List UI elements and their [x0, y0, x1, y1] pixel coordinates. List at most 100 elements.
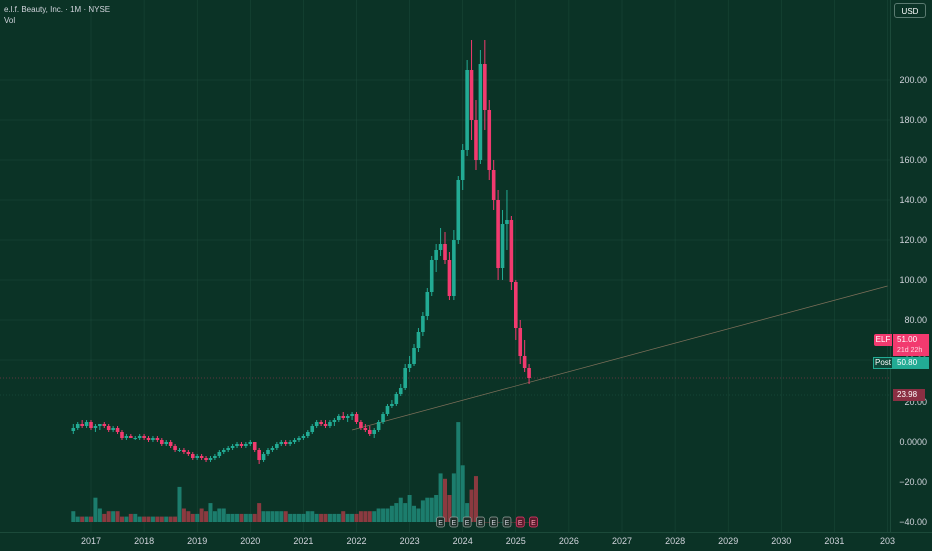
- volume-bar: [142, 516, 147, 522]
- candle-body: [168, 442, 173, 446]
- volume-bar: [336, 513, 341, 522]
- post-market-tag: Post: [873, 357, 893, 369]
- volume-bar: [332, 513, 337, 522]
- volume-bar: [159, 516, 164, 522]
- candle-body: [297, 438, 301, 440]
- time-tick-label: 2021: [293, 536, 314, 546]
- candle-body: [75, 424, 80, 428]
- volume-bar: [425, 497, 430, 522]
- candle-body: [160, 440, 164, 444]
- candle-body: [146, 438, 151, 440]
- candle-body: [199, 456, 204, 458]
- earnings-icon[interactable]: E: [489, 516, 499, 528]
- earnings-icon[interactable]: E: [502, 516, 512, 528]
- candle-body: [244, 444, 248, 446]
- candle-body: [363, 428, 368, 430]
- candle-body: [266, 450, 270, 454]
- volume-bar: [155, 516, 160, 522]
- volume-bar: [412, 505, 417, 522]
- volume-bar: [283, 511, 288, 522]
- price-tick-label: 160.00: [899, 155, 927, 165]
- candle-body: [301, 436, 306, 438]
- volume-bar: [301, 513, 306, 522]
- volume-bar: [376, 508, 381, 522]
- candle-body: [190, 454, 195, 458]
- volume-tick-label: 20.00: [904, 397, 927, 407]
- volume-bar: [443, 478, 447, 522]
- candle-body: [456, 180, 461, 240]
- price-axis[interactable]: 200.00 180.00 160.00 140.00 120.00 100.00 80.0…: [890, 0, 932, 532]
- candle-body: [177, 450, 182, 451]
- candle-body: [332, 420, 337, 422]
- candle-body: [182, 450, 186, 452]
- candle-body: [217, 452, 222, 456]
- time-tick-label: 203: [879, 536, 896, 546]
- volume-bar: [173, 516, 178, 522]
- candle-body: [354, 414, 359, 422]
- candle-body: [376, 422, 381, 430]
- volume-bar: [434, 495, 439, 522]
- time-tick-label: 2024: [452, 536, 473, 546]
- volume-bar: [527, 522, 532, 523]
- volume-bar: [358, 511, 363, 522]
- volume-bar: [279, 511, 284, 522]
- volume-bar: [407, 495, 412, 522]
- candle-body: [452, 240, 456, 296]
- candle-body: [527, 368, 531, 378]
- candle-body: [279, 442, 284, 444]
- candle-body: [283, 442, 288, 444]
- currency-selector[interactable]: USD: [894, 3, 926, 18]
- candle-body: [120, 432, 124, 438]
- svg-text:E: E: [505, 520, 510, 527]
- time-tick-label: 2019: [187, 536, 208, 546]
- volume-bar: [292, 513, 297, 522]
- volume-bar: [487, 522, 492, 523]
- time-tick-label: 2025: [505, 536, 526, 546]
- time-tick-label: 2031: [824, 536, 845, 546]
- volume-bar: [106, 511, 111, 522]
- candle-body: [443, 244, 447, 260]
- volume-bar: [84, 516, 89, 522]
- earnings-icon[interactable]: E: [476, 516, 485, 528]
- candle-body: [412, 348, 416, 364]
- volume-bar: [226, 513, 231, 522]
- time-tick-label: 2028: [665, 536, 686, 546]
- candle-body: [186, 452, 191, 454]
- candle-body: [213, 456, 217, 458]
- volume-bar: [212, 511, 217, 522]
- time-axis[interactable]: 2017 2018 2019 2020 2021 2022 2023 2024 2025 2026…: [0, 532, 932, 551]
- earnings-icon[interactable]: E: [529, 516, 538, 528]
- volume-bar: [150, 516, 155, 522]
- candle-body: [447, 260, 452, 296]
- candle-body: [337, 416, 341, 420]
- candle-body: [496, 200, 500, 268]
- candle-body: [288, 442, 292, 444]
- svg-text:E: E: [452, 520, 457, 527]
- candle-body: [314, 422, 319, 426]
- symbol-price-tag: ELF: [874, 334, 892, 346]
- volume-bar: [133, 513, 138, 522]
- volume-bar: [509, 522, 514, 523]
- volume-bar: [124, 516, 129, 522]
- earnings-icon[interactable]: E: [436, 516, 445, 528]
- volume-bar: [420, 500, 425, 522]
- time-tick-label: 2017: [80, 536, 102, 546]
- svg-text:E: E: [478, 520, 483, 527]
- trend-line: [351, 285, 888, 431]
- earnings-icon[interactable]: E: [449, 516, 459, 528]
- earnings-icon[interactable]: E: [462, 516, 472, 528]
- earnings-icon[interactable]: E: [515, 516, 525, 528]
- volume-bar: [345, 513, 350, 522]
- volume-bar: [513, 522, 518, 523]
- volume-bar: [248, 513, 253, 522]
- candle-body: [84, 422, 89, 426]
- volume-indicator-label[interactable]: Vol: [4, 16, 16, 25]
- volume-bar: [199, 508, 204, 522]
- price-tick-label: 140.00: [899, 195, 927, 205]
- volume-bar: [177, 486, 182, 522]
- price-tick-label: 80.00: [904, 315, 927, 325]
- volume-bar: [71, 511, 76, 522]
- candle-body: [151, 438, 155, 440]
- symbol-title[interactable]: e.l.f. Beauty, Inc. · 1M · NYSE: [4, 5, 111, 14]
